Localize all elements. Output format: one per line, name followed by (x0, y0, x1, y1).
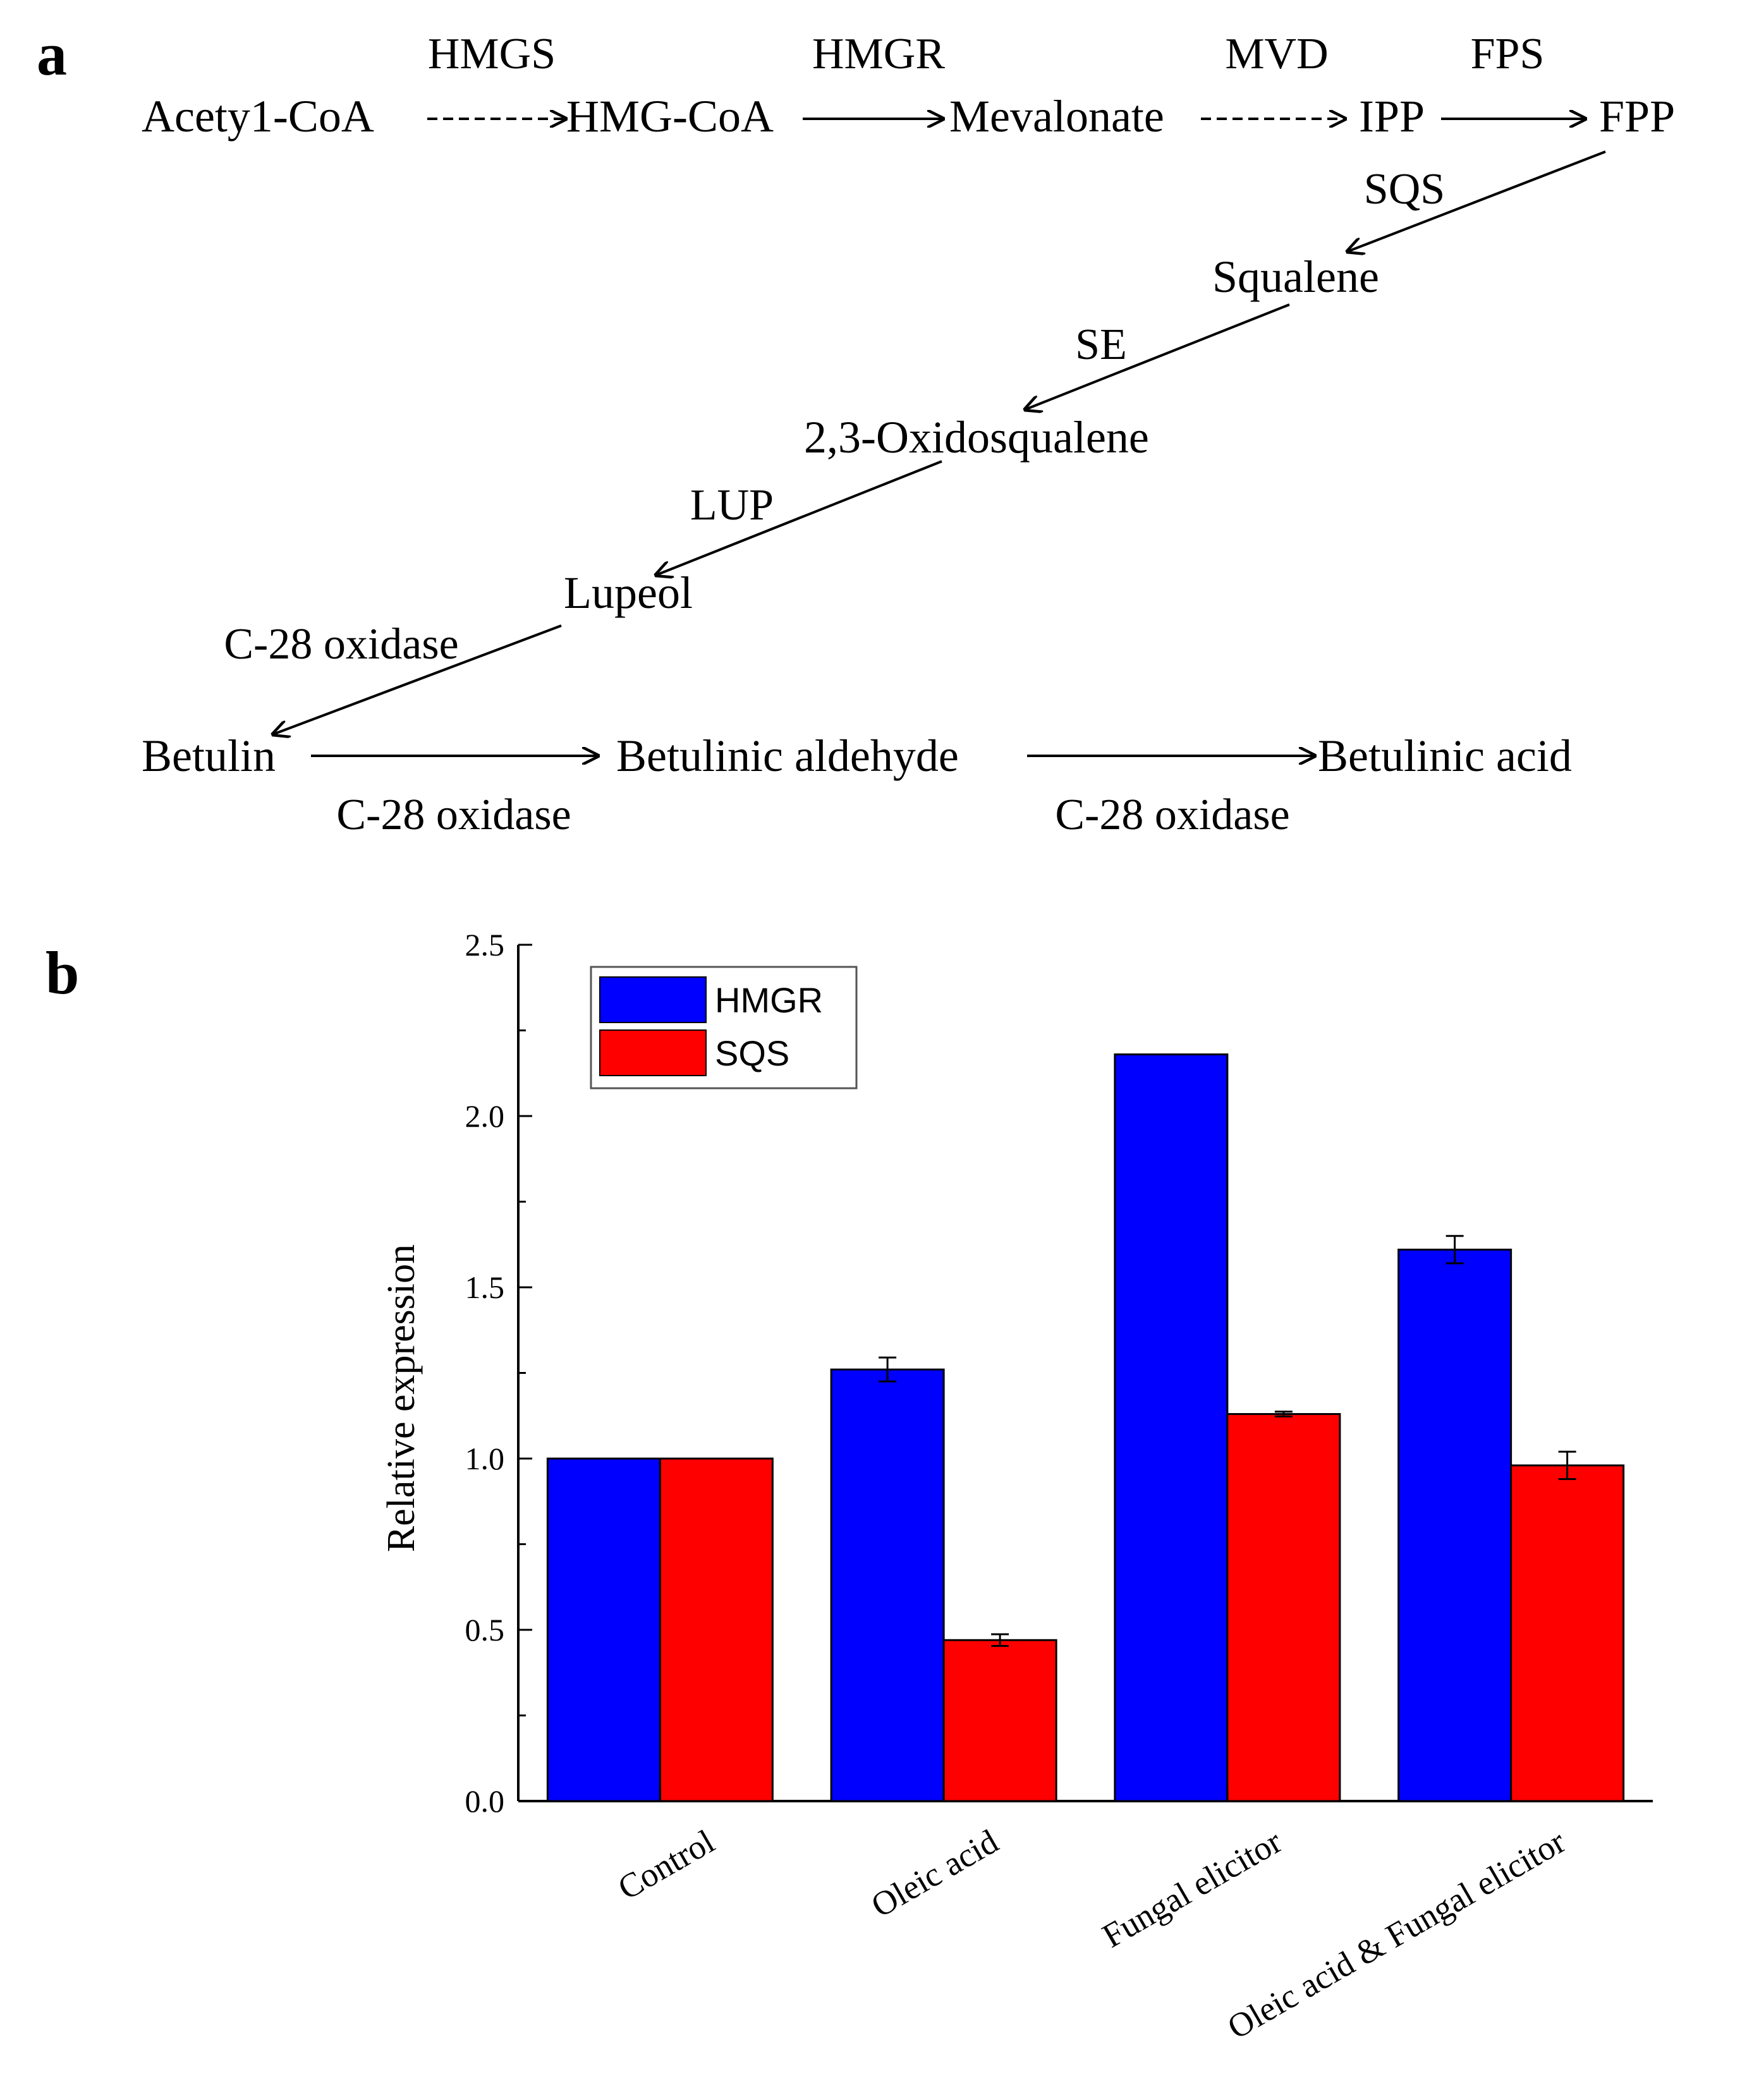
legend-swatch-sqs (599, 1029, 707, 1076)
legend-label-sqs: SQS (715, 1033, 789, 1073)
y-tick-label: 1.5 (465, 1270, 505, 1305)
y-tick-label: 2.5 (465, 927, 505, 962)
node-acetyl-coa: Acety1-CoA (142, 91, 374, 142)
enzyme-se: SE (1075, 320, 1127, 369)
x-tick-label: Control (611, 1822, 721, 1907)
node-hmg-coa: HMG-CoA (566, 91, 774, 142)
bar-hmgr (1114, 1053, 1229, 1802)
enzyme-c28-aldehyde: C-28 oxidase (1055, 791, 1289, 839)
node-betulin: Betulin (142, 731, 276, 781)
enzyme-hmgr: HMGR (812, 30, 945, 78)
x-tick-label: Fungal elicitor (1096, 1822, 1288, 1955)
node-oxidosqualene: 2,3-Oxidosqualene (804, 412, 1149, 463)
x-tick-label: Oleic acid (865, 1822, 1004, 1924)
legend-label-hmgr: HMGR (715, 980, 823, 1020)
chart-plot: 0.0 0.5 1.0 1.5 2.0 2.5 Relative expression Con… (380, 927, 1653, 2046)
node-ipp: IPP (1359, 91, 1425, 142)
y-tick-label: 2.0 (465, 1098, 505, 1134)
y-tick-label: 0.0 (465, 1783, 505, 1819)
enzyme-mvd: MVD (1225, 30, 1328, 78)
enzyme-sqs: SQS (1364, 165, 1445, 214)
legend-swatch-hmgr (599, 976, 707, 1023)
node-mevalonate: Mevalonate (949, 91, 1164, 142)
enzyme-hmgs: HMGS (428, 30, 556, 78)
node-squalene: Squalene (1212, 252, 1379, 302)
node-betulinic-acid: Betulinic acid (1318, 731, 1572, 781)
arrow-oxidosqualene-to-lupeol (656, 460, 942, 575)
bar-sqs (659, 1457, 774, 1802)
bar-hmgr (830, 1368, 945, 1802)
enzyme-c28-betulin: C-28 oxidase (336, 791, 571, 839)
panel-label-b: b (46, 939, 79, 1007)
bar-hmgr (1397, 1248, 1512, 1802)
bar-hmgr (546, 1457, 661, 1802)
enzyme-fps: FPS (1471, 30, 1545, 78)
node-betulinic-aldehyde: Betulinic aldehyde (616, 731, 959, 781)
y-axis-title: Relative expression (380, 1244, 423, 1552)
arrow-fpp-to-squalene (1348, 150, 1606, 252)
y-tick-label: 1.0 (465, 1441, 505, 1476)
arrow-lupeol-to-betulin (273, 624, 562, 734)
node-lupeol: Lupeol (564, 567, 693, 618)
bar-sqs (1510, 1464, 1625, 1802)
panel-label-a: a (37, 20, 67, 88)
pathway-diagram: a HMGS HMGR MVD FPS SQS SE LUP C-28 oxid… (37, 20, 1675, 839)
enzyme-c28-lupeol: C-28 oxidase (224, 620, 458, 669)
node-fpp: FPP (1599, 91, 1675, 142)
bar-sqs (1226, 1413, 1341, 1802)
bar-sqs (942, 1639, 1057, 1802)
arrow-squalene-to-oxidosqualene (1025, 303, 1290, 410)
enzyme-lup: LUP (690, 481, 774, 530)
y-tick-label: 0.5 (465, 1612, 505, 1648)
bar-chart: b 0.0 0.5 1.0 1.5 2.0 2.5 Relative expression C… (46, 927, 1653, 2046)
